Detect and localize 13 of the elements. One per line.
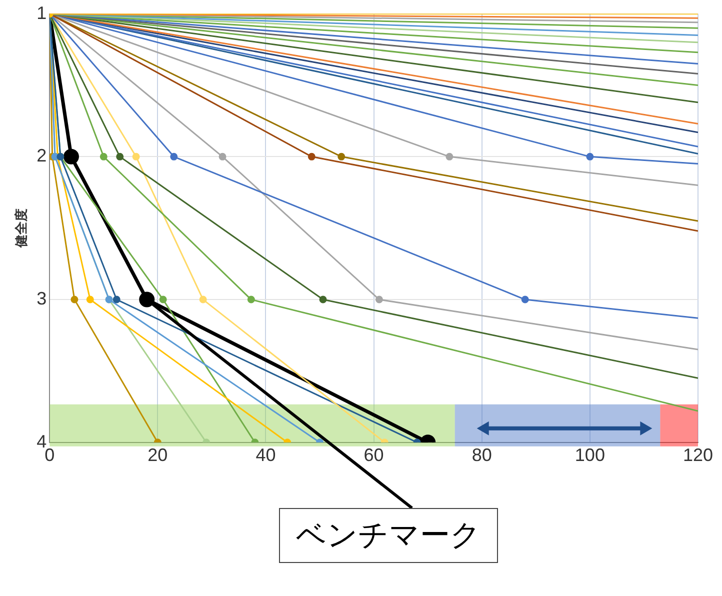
x-tick-label: 120 [682,445,714,466]
x-tick-label: 80 [472,445,492,466]
x-tick-label: 40 [256,445,276,466]
y-tick-label: 3 [36,288,47,308]
y-tick-label: 1 [36,2,47,23]
x-tick-label: 100 [574,445,605,466]
x-tick-label: 20 [148,445,168,466]
annotation: ベンチマーク [279,508,498,563]
y-tick-label: 4 [36,431,47,452]
x-tick-label: 60 [364,445,384,466]
x-tick-label: 0 [44,445,55,466]
y-tick-label: 2 [36,146,47,166]
y-axis-title: 健全度 [13,208,28,249]
